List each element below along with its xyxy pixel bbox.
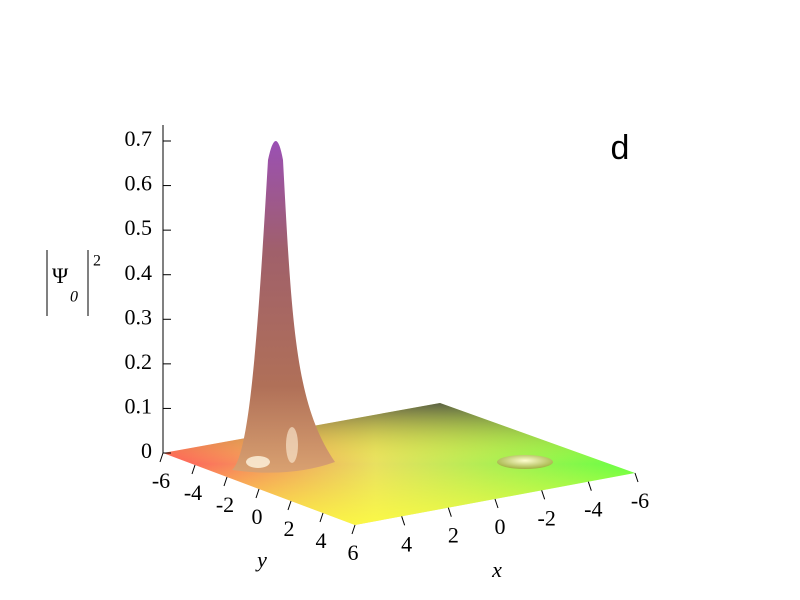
z-tick-label: 0.6 xyxy=(125,171,153,196)
surface-highlight xyxy=(286,427,298,463)
y-tick-label: 0 xyxy=(252,504,263,529)
x-tick-label: 0 xyxy=(495,514,506,539)
z-label-base: Ψ xyxy=(52,263,69,288)
surface xyxy=(163,141,635,525)
x-tick-label: -2 xyxy=(538,505,556,530)
z-tick-label: 0.4 xyxy=(125,260,153,285)
y-axis-label: y xyxy=(255,547,267,572)
surface-bump xyxy=(497,455,553,469)
y-tick-label: -2 xyxy=(216,492,234,517)
y-tick xyxy=(191,464,196,475)
z-label-sub: 0 xyxy=(70,289,78,306)
y-tick-label: 4 xyxy=(316,528,327,553)
z-tick-label: 0.3 xyxy=(125,304,153,329)
annotation: d xyxy=(611,129,630,167)
x-tick xyxy=(447,507,452,517)
x-tick xyxy=(494,498,499,509)
y-tick xyxy=(255,488,260,499)
z-tick-label: 0.1 xyxy=(125,393,153,418)
surface-highlight xyxy=(246,456,270,468)
y-tick xyxy=(319,512,324,523)
z-tick-label: 0.2 xyxy=(125,349,153,374)
x-tick xyxy=(634,472,639,483)
y-tick-label: -6 xyxy=(152,468,170,493)
y-tick-label: -4 xyxy=(184,480,202,505)
y-tick xyxy=(351,524,356,535)
y-tick-label: 6 xyxy=(348,540,359,565)
z-tick-label: 0.5 xyxy=(125,215,153,240)
z-tick-label: 0 xyxy=(141,438,152,463)
x-tick xyxy=(401,516,406,526)
z-tick-label: 0.7 xyxy=(125,126,153,151)
y-tick-label: 2 xyxy=(284,516,295,541)
z-axis-label: Ψ 0 2 xyxy=(46,250,101,316)
x-tick-label: 2 xyxy=(448,523,459,548)
x-tick-label: -4 xyxy=(584,497,602,522)
x-axis-label: x xyxy=(491,557,502,582)
x-tick xyxy=(587,481,592,491)
surface-peak xyxy=(232,141,335,473)
y-tick xyxy=(287,500,292,511)
x-tick-label: -6 xyxy=(631,488,649,513)
z-label-sup: 2 xyxy=(93,253,101,270)
y-tick xyxy=(159,452,164,463)
x-tick-label: 4 xyxy=(401,531,412,556)
y-tick xyxy=(223,476,228,487)
x-tick xyxy=(541,490,546,500)
